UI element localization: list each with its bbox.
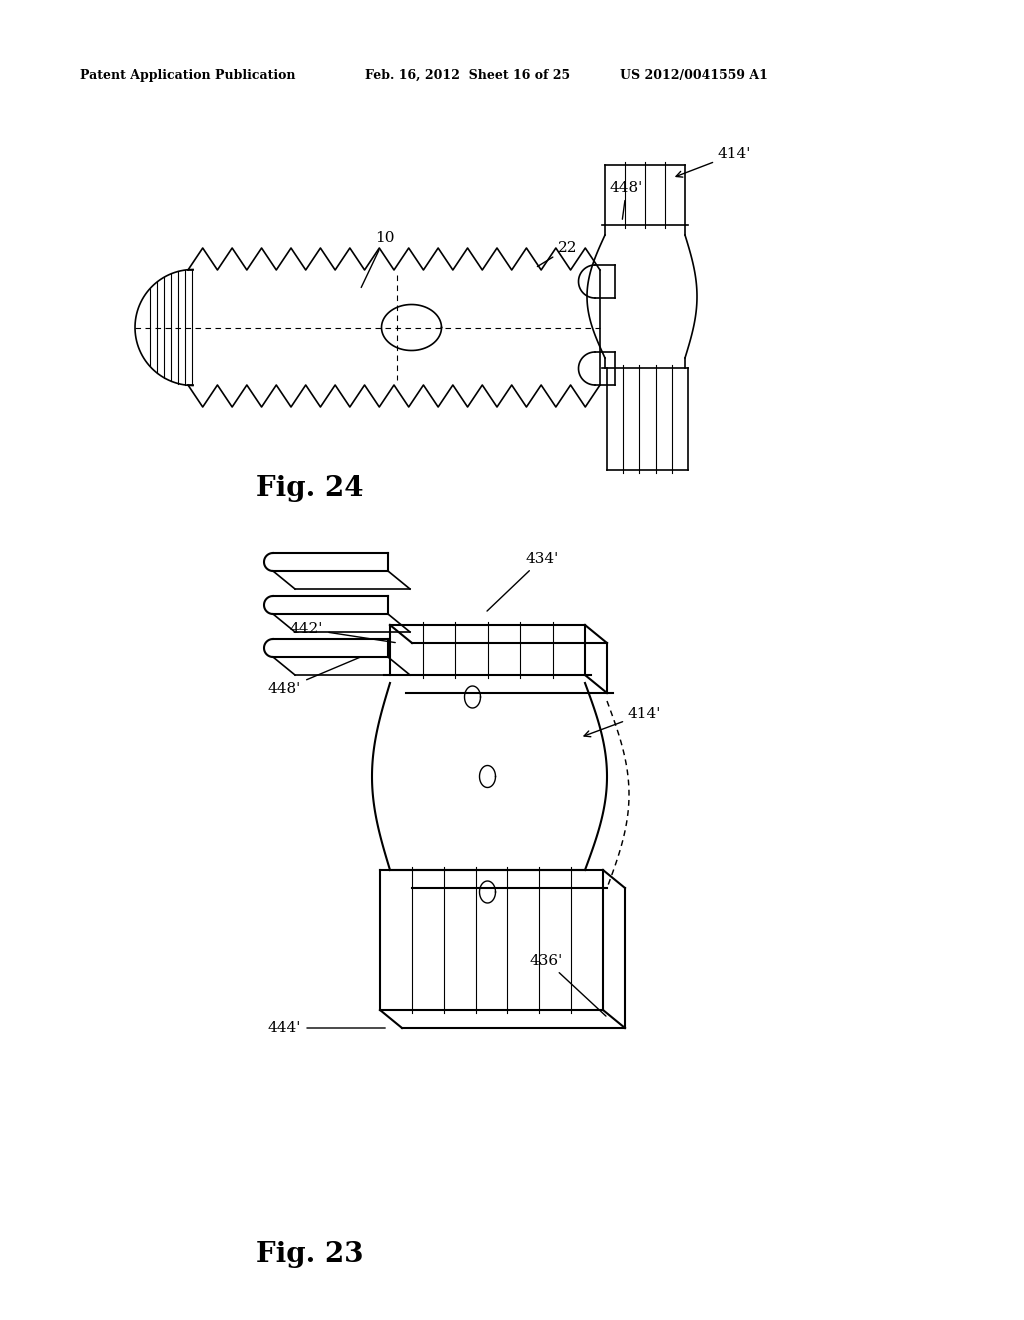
Text: 10: 10 — [361, 231, 394, 288]
Text: 414': 414' — [584, 706, 662, 737]
Text: 22: 22 — [538, 242, 578, 267]
Text: 436': 436' — [530, 954, 606, 1016]
Text: Feb. 16, 2012  Sheet 16 of 25: Feb. 16, 2012 Sheet 16 of 25 — [365, 69, 570, 82]
Text: 448': 448' — [610, 181, 643, 219]
Text: 434': 434' — [487, 552, 558, 611]
Text: 448': 448' — [268, 657, 360, 696]
Text: 414': 414' — [676, 147, 752, 177]
Text: US 2012/0041559 A1: US 2012/0041559 A1 — [620, 69, 768, 82]
Text: 442': 442' — [290, 622, 395, 643]
Text: Fig. 24: Fig. 24 — [256, 474, 364, 502]
Text: Patent Application Publication: Patent Application Publication — [80, 69, 296, 82]
Text: Fig. 23: Fig. 23 — [256, 1242, 364, 1269]
Text: 444': 444' — [268, 1020, 385, 1035]
